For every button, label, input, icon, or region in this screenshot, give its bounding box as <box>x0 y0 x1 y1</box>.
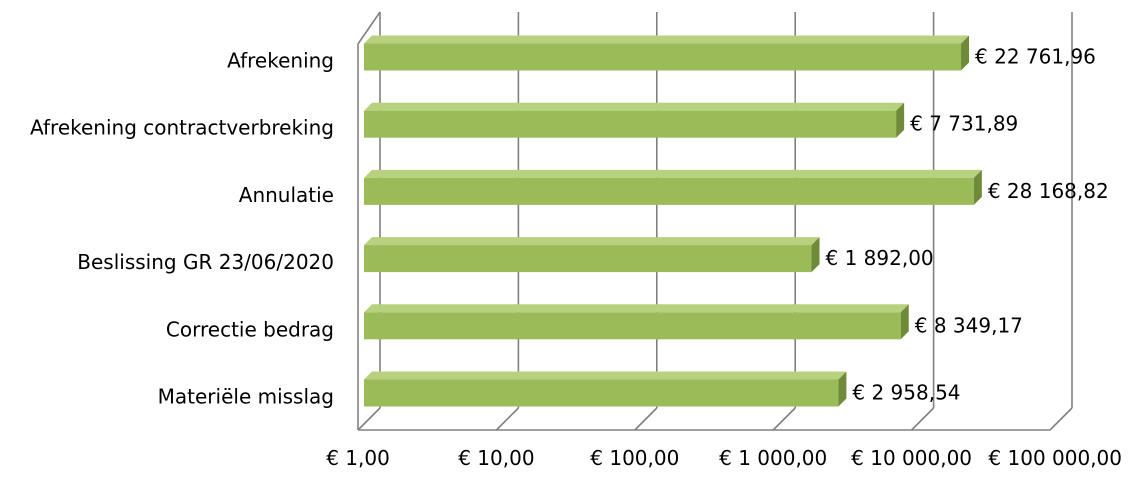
floor-gridline-3 <box>772 407 796 431</box>
bar-front-face <box>364 312 901 340</box>
bar-3 <box>364 237 820 273</box>
data-label-2: € 28 168,82 <box>988 179 1109 203</box>
x-tick-label-5: € 100 000,00 <box>988 446 1122 470</box>
x-tick-label-4: € 10 000,00 <box>851 446 972 470</box>
data-label-4: € 8 349,17 <box>915 313 1023 337</box>
gridlines <box>357 11 1073 431</box>
bar-front-face <box>364 245 812 273</box>
bar-top-face <box>364 304 909 313</box>
floor-gridline-1 <box>495 407 519 431</box>
bar-5 <box>364 371 847 407</box>
bar-top-face <box>364 102 905 111</box>
bars <box>364 35 982 407</box>
category-label-0: Afrekening <box>227 49 334 73</box>
floor-gridline-2 <box>634 407 658 431</box>
x-tick-labels: € 1,00 € 10,00 € 100,00 € 1 000,00 € 10 000,… <box>326 446 1122 470</box>
bar-top-face <box>364 169 982 178</box>
bar-0 <box>364 35 970 71</box>
bar-front-face <box>364 379 839 407</box>
wall-edge <box>357 11 381 45</box>
category-label-5: Materiële misslag <box>158 385 334 409</box>
data-label-3: € 1 892,00 <box>826 246 934 270</box>
bar-2 <box>364 169 982 205</box>
bar-side-face <box>961 35 970 71</box>
x-tick-label-1: € 10,00 <box>458 446 534 470</box>
category-label-1: Afrekening contractverbreking <box>30 116 334 140</box>
bar-front-face <box>364 110 897 138</box>
category-label-2: Annulatie <box>239 183 334 207</box>
bar-1 <box>364 102 905 138</box>
category-label-4: Correctie bedrag <box>166 317 334 341</box>
bar-side-face <box>811 237 820 273</box>
floor-gridline-4 <box>911 407 935 431</box>
data-label-1: € 7 731,89 <box>910 112 1018 136</box>
bar-front-face <box>364 43 962 71</box>
data-label-5: € 2 958,54 <box>852 381 960 405</box>
bar-top-face <box>364 371 847 380</box>
bar-side-face <box>973 169 982 205</box>
floor-gridline-0 <box>357 407 381 431</box>
bar-side-face <box>900 304 909 340</box>
x-tick-label-2: € 100,00 <box>590 446 679 470</box>
floor-gridline-5 <box>1049 407 1073 431</box>
bar-front-face <box>364 177 974 205</box>
x-tick-label-0: € 1,00 <box>326 446 390 470</box>
bar-top-face <box>364 237 820 246</box>
bar-side-face <box>838 371 847 407</box>
data-label-0: € 22 761,96 <box>975 45 1096 69</box>
category-labels: Afrekening Afrekening contractverbreking A… <box>30 49 334 409</box>
category-label-3: Beslissing GR 23/06/2020 <box>77 250 334 274</box>
bar-top-face <box>364 35 970 44</box>
bar-4 <box>364 304 909 340</box>
bar-side-face <box>896 102 905 138</box>
data-labels: € 22 761,96 € 7 731,89 € 28 168,82 € 1 892,… <box>826 45 1109 405</box>
x-tick-label-3: € 1 000,00 <box>719 446 827 470</box>
